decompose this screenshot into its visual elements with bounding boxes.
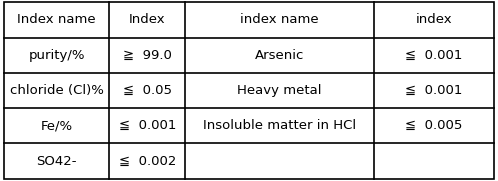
Text: SO42-: SO42- (36, 155, 77, 168)
Text: Fe/%: Fe/% (41, 119, 73, 132)
Text: ≧  99.0: ≧ 99.0 (123, 49, 172, 62)
Text: ≦  0.001: ≦ 0.001 (119, 119, 176, 132)
Text: ≦  0.05: ≦ 0.05 (123, 84, 172, 97)
Text: chloride (Cl)%: chloride (Cl)% (10, 84, 104, 97)
Text: index: index (416, 13, 452, 26)
Text: purity/%: purity/% (28, 49, 85, 62)
Text: ≦  0.001: ≦ 0.001 (405, 49, 463, 62)
Text: Index: Index (129, 13, 166, 26)
Text: ≦  0.001: ≦ 0.001 (405, 84, 463, 97)
Text: Arsenic: Arsenic (255, 49, 304, 62)
Text: Index name: Index name (17, 13, 96, 26)
Text: ≦  0.005: ≦ 0.005 (405, 119, 463, 132)
Text: Heavy metal: Heavy metal (238, 84, 322, 97)
Text: Insoluble matter in HCl: Insoluble matter in HCl (203, 119, 356, 132)
Text: ≦  0.002: ≦ 0.002 (119, 155, 176, 168)
Text: index name: index name (241, 13, 319, 26)
